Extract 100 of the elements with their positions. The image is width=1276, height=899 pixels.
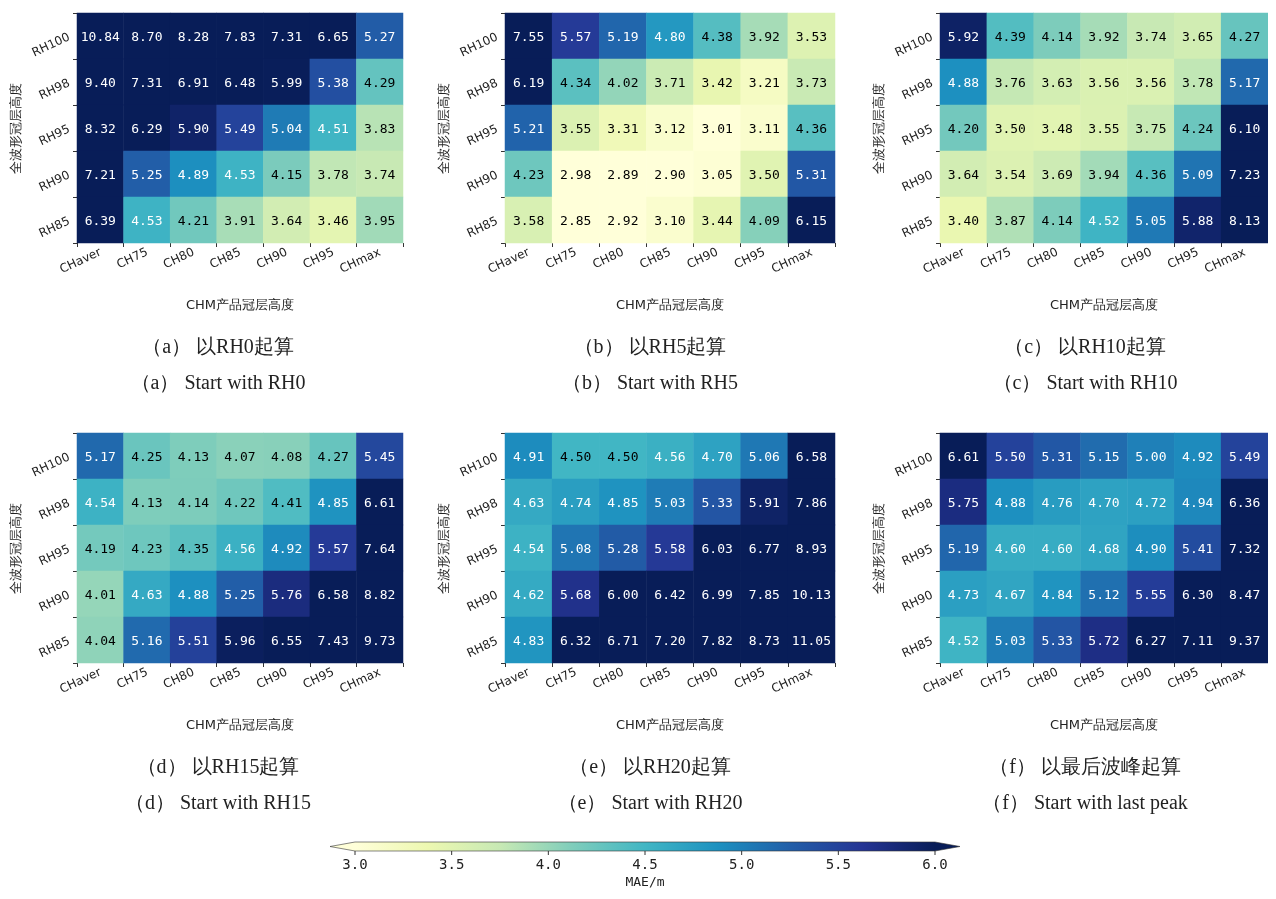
data-label: 3.42 bbox=[701, 74, 733, 90]
data-label: 5.16 bbox=[131, 632, 163, 648]
data-label: 4.27 bbox=[1228, 28, 1261, 44]
color-bar-title: MAE/m bbox=[625, 874, 665, 889]
data-label: 4.62 bbox=[512, 586, 545, 602]
data-label: 5.21 bbox=[512, 120, 545, 136]
data-label: 3.76 bbox=[994, 74, 1026, 90]
data-label: 3.53 bbox=[795, 28, 828, 44]
data-label: 5.31 bbox=[1041, 448, 1073, 464]
x-tick-label: CH90 bbox=[684, 664, 721, 692]
data-label: 5.33 bbox=[701, 494, 733, 510]
x-axis-title: CHM产品冠层高度 bbox=[185, 717, 295, 732]
data-label: 4.13 bbox=[131, 494, 163, 510]
data-label: 5.19 bbox=[947, 540, 980, 556]
data-label: 5.03 bbox=[654, 494, 686, 510]
data-label: 3.12 bbox=[654, 120, 686, 136]
data-label: 6.77 bbox=[748, 540, 780, 556]
data-label: 5.91 bbox=[748, 494, 780, 510]
data-label: 3.31 bbox=[607, 120, 639, 136]
data-label: 4.52 bbox=[947, 632, 980, 648]
y-axis-title: 全波形冠层高度 bbox=[8, 502, 23, 594]
data-label: 6.65 bbox=[317, 28, 349, 44]
data-label: 7.32 bbox=[1228, 540, 1261, 556]
x-tick-label: CH80 bbox=[590, 664, 626, 692]
data-label: 6.36 bbox=[1228, 494, 1261, 510]
data-label: 3.65 bbox=[1182, 28, 1214, 44]
data-label: 4.76 bbox=[1041, 494, 1073, 510]
x-tick-label: CH85 bbox=[207, 244, 243, 272]
data-label: 4.73 bbox=[947, 586, 980, 602]
data-label: 3.87 bbox=[994, 212, 1026, 228]
data-label: 5.99 bbox=[270, 74, 303, 90]
data-label: 4.88 bbox=[947, 74, 980, 90]
data-label: 3.55 bbox=[1088, 120, 1120, 136]
data-label: 2.90 bbox=[654, 166, 686, 182]
data-label: 6.03 bbox=[701, 540, 733, 556]
data-label: 6.61 bbox=[947, 448, 980, 464]
data-label: 9.73 bbox=[364, 632, 396, 648]
data-label: 4.36 bbox=[795, 120, 828, 136]
data-label: 5.08 bbox=[560, 540, 592, 556]
color-bar-label: 5.0 bbox=[729, 856, 755, 872]
data-label: 3.11 bbox=[748, 120, 780, 136]
x-tick-label: CH90 bbox=[254, 244, 290, 272]
data-label: 4.34 bbox=[560, 74, 592, 90]
data-label: 5.28 bbox=[607, 540, 639, 556]
data-label: 5.03 bbox=[994, 632, 1026, 648]
data-label: 5.05 bbox=[1135, 212, 1167, 228]
text: （d） Start with RH15 bbox=[124, 791, 312, 813]
data-label: 5.33 bbox=[1041, 632, 1073, 648]
x-tick-label: CH95 bbox=[300, 664, 337, 692]
data-label: 5.76 bbox=[270, 586, 303, 602]
x-tick-label: CH75 bbox=[114, 244, 150, 272]
data-label: 6.27 bbox=[1135, 632, 1167, 648]
x-axis-title: CHM产品冠层高度 bbox=[185, 297, 295, 312]
data-label: 3.58 bbox=[512, 212, 545, 228]
data-label: 4.53 bbox=[224, 166, 256, 182]
text: （f） 以最后波峰起算 bbox=[989, 755, 1181, 777]
data-label: 3.50 bbox=[994, 120, 1026, 136]
data-label: 7.82 bbox=[701, 632, 733, 648]
data-label: 3.48 bbox=[1041, 120, 1073, 136]
data-label: 3.83 bbox=[364, 120, 396, 136]
text: （f） Start with last peak bbox=[982, 791, 1188, 814]
data-label: 3.92 bbox=[1088, 28, 1120, 44]
data-label: 6.48 bbox=[224, 74, 256, 90]
x-tick-label: CH90 bbox=[684, 244, 721, 272]
data-label: 5.17 bbox=[84, 448, 116, 464]
data-label: 5.75 bbox=[947, 494, 980, 510]
data-label: 4.92 bbox=[270, 540, 303, 556]
x-axis-title: CHM产品冠层高度 bbox=[615, 297, 725, 312]
y-axis-title: 全波形冠层高度 bbox=[436, 82, 451, 174]
color-bar-label: 4.0 bbox=[535, 856, 561, 872]
data-label: 5.00 bbox=[1135, 448, 1167, 464]
data-label: 5.19 bbox=[607, 28, 639, 44]
data-label: 5.49 bbox=[224, 120, 256, 136]
data-label: 3.69 bbox=[1041, 166, 1073, 182]
data-label: 3.64 bbox=[270, 212, 303, 228]
data-label: 4.14 bbox=[1041, 28, 1073, 44]
x-tick-label: CH80 bbox=[160, 664, 197, 692]
data-label: 4.14 bbox=[1041, 212, 1073, 228]
data-label: 8.47 bbox=[1228, 586, 1261, 602]
x-axis-title: CHM产品冠层高度 bbox=[1049, 297, 1159, 312]
data-label: 6.58 bbox=[317, 586, 349, 602]
data-label: 5.57 bbox=[560, 28, 592, 44]
data-label: 5.06 bbox=[748, 448, 780, 464]
text: （b） 以RH5起算 bbox=[573, 335, 727, 357]
x-axis-title: CHM产品冠层高度 bbox=[615, 717, 725, 732]
data-label: 4.88 bbox=[994, 494, 1026, 510]
data-label: 4.27 bbox=[317, 448, 349, 464]
data-label: 11.05 bbox=[791, 632, 831, 648]
data-label: 4.04 bbox=[84, 632, 117, 648]
data-label: 7.11 bbox=[1182, 632, 1214, 648]
data-label: 4.01 bbox=[84, 586, 116, 602]
y-axis-title: 全波形冠层高度 bbox=[436, 502, 451, 594]
data-label: 7.55 bbox=[512, 28, 545, 44]
data-label: 3.63 bbox=[1041, 74, 1073, 90]
data-label: 5.57 bbox=[317, 540, 349, 556]
data-label: 4.63 bbox=[512, 494, 545, 510]
x-axis-title: CHM产品冠层高度 bbox=[1049, 717, 1159, 732]
data-label: 7.31 bbox=[270, 28, 303, 44]
data-label: 2.89 bbox=[607, 166, 639, 182]
data-label: 6.32 bbox=[560, 632, 592, 648]
